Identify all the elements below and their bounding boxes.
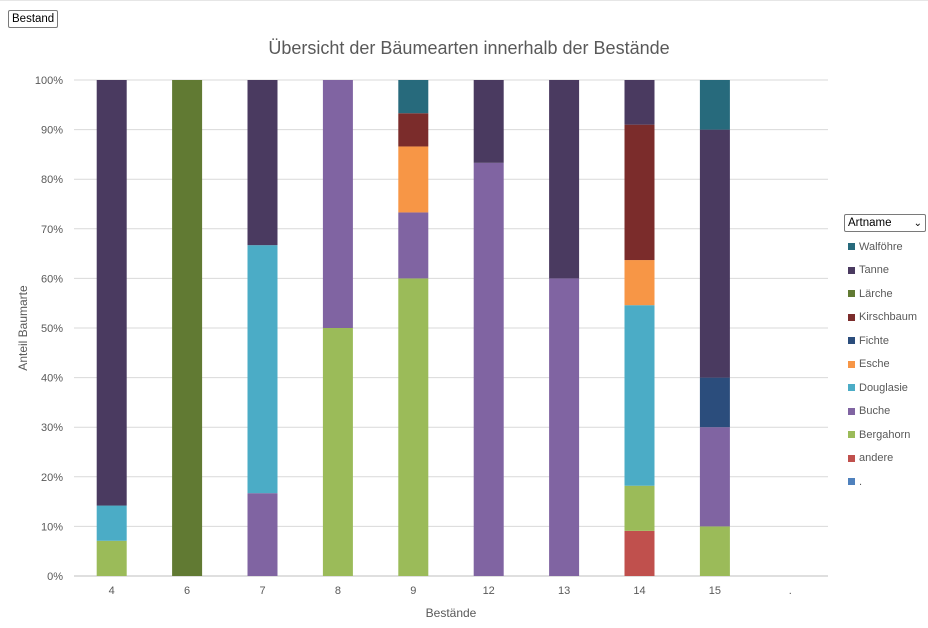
bar-segment [322, 328, 353, 576]
bar-segment [247, 493, 278, 576]
legend-item-label: Tanne [859, 264, 889, 277]
chevron-down-icon: ⌄ [913, 218, 922, 229]
bar-segment [699, 129, 730, 378]
x-tick-label: 6 [184, 585, 190, 597]
legend-swatch [848, 454, 855, 462]
legend-item[interactable]: Kirschbaum [848, 306, 917, 330]
legend-item-label: Bergahorn [859, 428, 911, 441]
legend-item-label: Esche [859, 358, 890, 371]
legend-artname-dropdown[interactable]: Artname ⌄ [844, 214, 926, 232]
legend-item[interactable]: . [848, 470, 917, 494]
legend-item[interactable]: Douglasie [848, 376, 917, 400]
bar-segment [398, 80, 429, 114]
y-tick-label: 60% [41, 273, 63, 285]
bar-segment [322, 80, 353, 328]
bar-segment [473, 162, 504, 576]
legend-item-label: Kirschbaum [859, 311, 918, 324]
bar-segment [96, 80, 127, 506]
x-tick-label: . [789, 585, 792, 597]
legend-item-label: Fichte [859, 334, 889, 347]
bar-segment [398, 212, 429, 279]
legend-item-label: Buche [859, 405, 891, 418]
legend-swatch [848, 360, 855, 368]
bar-segment [96, 540, 127, 576]
y-tick-label: 10% [41, 521, 63, 533]
legend-item[interactable]: Esche [848, 353, 917, 377]
y-axis-title: Anteil Baumarte [16, 285, 30, 371]
x-tick-label: 4 [109, 585, 115, 597]
x-tick-label: 14 [633, 585, 645, 597]
bar-segment [549, 278, 580, 576]
legend-swatch [848, 431, 855, 439]
bar-segment [96, 505, 127, 541]
bar-segment [624, 485, 655, 531]
bar-segment [624, 305, 655, 486]
top-divider [0, 0, 928, 1]
legend-item[interactable]: Walföhre [848, 235, 917, 259]
legend-swatch [848, 313, 855, 321]
legend-swatch [848, 478, 855, 486]
legend-swatch [848, 243, 855, 251]
legend: Walföhre Tanne Lärche Kirschbaum Fichte Esche… [848, 235, 917, 494]
x-tick-label: 15 [709, 585, 721, 597]
legend-item[interactable]: andere [848, 447, 917, 471]
bar-segment [172, 80, 203, 576]
legend-item[interactable]: Tanne [848, 259, 917, 283]
y-tick-label: 70% [41, 224, 63, 236]
legend-swatch [848, 384, 855, 392]
bar-segment [398, 278, 429, 576]
y-tick-label: 30% [41, 422, 63, 434]
y-tick-label: 50% [41, 323, 63, 335]
bar-segment [624, 260, 655, 306]
chart-title: Übersicht der Bäumearten innerhalb der B… [268, 38, 670, 58]
legend-item-label: Lärche [859, 287, 893, 300]
y-tick-label: 0% [47, 571, 63, 583]
x-tick-label: 13 [558, 585, 570, 597]
bar-segment [247, 245, 278, 494]
legend-item-label: Walföhre [859, 240, 903, 253]
legend-swatch [848, 407, 855, 415]
bar-segment [473, 80, 504, 163]
legend-swatch [848, 290, 855, 298]
y-tick-label: 90% [41, 125, 63, 137]
legend-item-label: andere [859, 452, 894, 465]
bestand-filter-button[interactable]: Bestand [8, 10, 59, 28]
x-tick-label: 7 [259, 585, 265, 597]
bar-segment [398, 146, 429, 213]
legend-item-label: Douglasie [859, 381, 908, 394]
legend-item-label: . [859, 475, 863, 488]
x-tick-label: 12 [483, 585, 495, 597]
bar-segment [624, 80, 655, 125]
legend-dropdown-label: Artname [848, 217, 892, 229]
bar-segment [549, 80, 580, 279]
bar-segment [398, 113, 429, 147]
x-axis-title: Bestände [426, 606, 477, 620]
y-tick-label: 80% [41, 174, 63, 186]
bar-segment [624, 530, 655, 576]
legend-item[interactable]: Fichte [848, 329, 917, 353]
legend-swatch [848, 266, 855, 274]
legend-item[interactable]: Bergahorn [848, 423, 917, 447]
bar-segment [699, 526, 730, 576]
bar-segment [624, 124, 655, 261]
legend-item[interactable]: Lärche [848, 282, 917, 306]
legend-item[interactable]: Buche [848, 400, 917, 424]
y-tick-label: 20% [41, 472, 63, 484]
x-tick-label: 9 [410, 585, 416, 597]
bar-segment [247, 80, 278, 246]
legend-swatch [848, 337, 855, 345]
x-tick-label: 8 [335, 585, 341, 597]
bar-segment [699, 377, 730, 428]
bar-segment [699, 427, 730, 527]
y-tick-label: 100% [35, 75, 63, 87]
bar-segment [699, 80, 730, 130]
y-tick-label: 40% [41, 373, 63, 385]
